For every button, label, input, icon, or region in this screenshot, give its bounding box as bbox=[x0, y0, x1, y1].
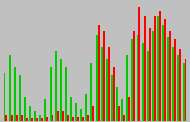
Bar bbox=[85, 94, 87, 121]
Bar bbox=[108, 47, 110, 121]
Bar bbox=[137, 35, 139, 121]
Bar bbox=[82, 117, 84, 121]
Bar bbox=[183, 63, 184, 121]
Bar bbox=[154, 16, 156, 121]
Bar bbox=[36, 118, 38, 121]
Bar bbox=[162, 25, 164, 121]
Bar bbox=[67, 115, 69, 121]
Bar bbox=[90, 63, 93, 121]
Bar bbox=[87, 115, 89, 121]
Bar bbox=[31, 118, 33, 121]
Bar bbox=[26, 118, 28, 121]
Bar bbox=[57, 111, 59, 121]
Bar bbox=[75, 103, 77, 121]
Bar bbox=[44, 99, 46, 121]
Bar bbox=[19, 75, 21, 121]
Bar bbox=[142, 43, 144, 121]
Bar bbox=[169, 31, 171, 121]
Bar bbox=[11, 115, 13, 121]
Bar bbox=[103, 31, 105, 121]
Bar bbox=[139, 7, 140, 121]
Bar bbox=[157, 16, 159, 121]
Bar bbox=[80, 109, 82, 121]
Bar bbox=[60, 59, 62, 121]
Bar bbox=[116, 87, 118, 121]
Bar bbox=[159, 11, 161, 121]
Bar bbox=[39, 115, 41, 121]
Bar bbox=[106, 59, 108, 121]
Bar bbox=[62, 111, 64, 121]
Bar bbox=[97, 25, 100, 121]
Bar bbox=[152, 31, 154, 121]
Bar bbox=[34, 111, 36, 121]
Bar bbox=[46, 117, 48, 121]
Bar bbox=[149, 28, 151, 121]
Bar bbox=[9, 55, 11, 121]
Bar bbox=[111, 75, 113, 121]
Bar bbox=[128, 97, 130, 121]
Bar bbox=[4, 73, 6, 121]
Bar bbox=[55, 51, 57, 121]
Bar bbox=[113, 67, 115, 121]
Bar bbox=[77, 117, 79, 121]
Bar bbox=[101, 47, 103, 121]
Bar bbox=[118, 106, 120, 121]
Bar bbox=[96, 35, 97, 121]
Bar bbox=[65, 67, 67, 121]
Bar bbox=[123, 115, 125, 121]
Bar bbox=[121, 99, 123, 121]
Bar bbox=[177, 55, 179, 121]
Bar bbox=[29, 106, 31, 121]
Bar bbox=[126, 55, 128, 121]
Bar bbox=[164, 19, 166, 121]
Bar bbox=[6, 115, 7, 121]
Bar bbox=[41, 118, 43, 121]
Bar bbox=[174, 40, 176, 121]
Bar bbox=[93, 106, 94, 121]
Bar bbox=[14, 67, 16, 121]
Bar bbox=[172, 47, 174, 121]
Bar bbox=[179, 49, 181, 121]
Bar bbox=[70, 97, 72, 121]
Bar bbox=[24, 97, 26, 121]
Bar bbox=[167, 37, 169, 121]
Bar bbox=[51, 115, 53, 121]
Bar bbox=[147, 51, 149, 121]
Bar bbox=[16, 115, 18, 121]
Bar bbox=[184, 59, 186, 121]
Bar bbox=[50, 67, 51, 121]
Bar bbox=[72, 117, 74, 121]
Bar bbox=[131, 40, 133, 121]
Bar bbox=[133, 31, 135, 121]
Bar bbox=[21, 115, 23, 121]
Bar bbox=[144, 16, 146, 121]
